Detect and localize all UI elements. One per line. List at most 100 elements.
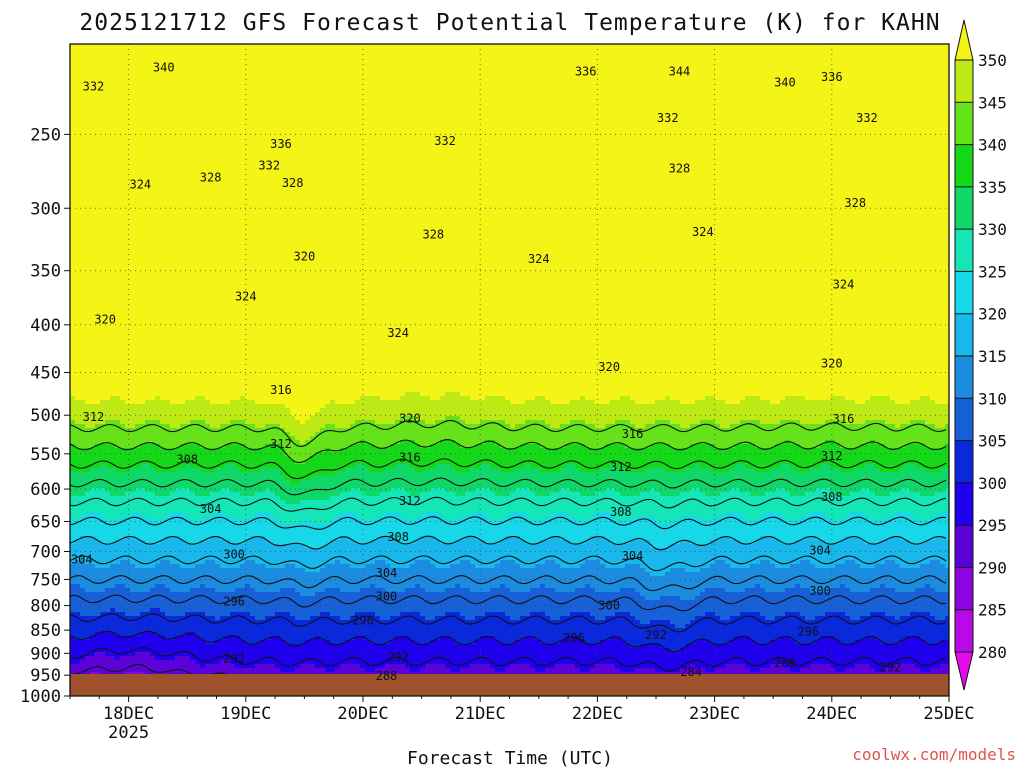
field-cell [70,360,76,365]
field-cell [155,52,161,57]
field-cell [125,584,131,589]
field-cell [165,256,171,261]
field-cell [195,80,201,85]
field-cell [90,584,96,589]
field-cell [115,296,121,301]
field-cell [110,64,116,69]
field-cell [160,496,166,501]
field-cell [125,564,131,569]
field-cell [75,188,81,193]
field-cell [110,124,116,129]
field-cell [75,84,81,89]
field-cell [125,104,131,109]
field-cell [180,384,186,389]
field-cell [190,140,196,145]
field-cell [105,120,111,125]
field-cell [110,600,116,605]
field-cell [95,168,101,173]
field-cell [110,140,116,145]
field-cell [135,336,141,341]
field-cell [205,92,211,97]
field-cell [195,588,201,593]
field-cell [105,356,111,361]
field-cell [130,224,136,229]
field-cell [185,196,191,201]
field-cell [130,388,136,393]
field-cell [130,332,136,337]
field-cell [175,376,181,381]
field-cell [105,492,111,497]
field-cell [200,100,206,105]
field-cell [175,412,181,417]
field-cell [190,320,196,325]
field-cell [215,412,221,417]
field-cell [145,156,151,161]
field-cell [170,84,176,89]
field-cell [220,112,226,117]
field-cell [80,164,86,169]
field-cell [95,668,101,673]
field-cell [135,84,141,89]
field-cell [135,280,141,285]
field-cell [145,492,151,497]
field-cell [125,100,131,105]
field-cell [140,376,146,381]
field-cell [200,104,206,109]
field-cell [100,276,106,281]
field-cell [130,108,136,113]
field-cell [205,248,211,253]
field-cell [195,420,201,425]
field-cell [205,140,211,145]
field-cell [100,328,106,333]
field-cell [145,140,151,145]
field-cell [125,568,131,573]
field-cell [85,388,91,393]
field-cell [140,316,146,321]
field-cell [135,112,141,117]
field-cell [140,464,146,469]
field-cell [190,148,196,153]
field-cell [170,320,176,325]
field-cell [140,280,146,285]
field-cell [170,468,176,473]
field-cell [170,660,176,665]
field-cell [140,568,146,573]
field-cell [185,360,191,365]
field-cell [195,640,201,645]
field-cell [215,392,221,397]
field-cell [150,380,156,385]
field-cell [120,60,126,65]
field-cell [105,468,111,473]
field-cell [150,308,156,313]
field-cell [170,376,176,381]
field-cell [95,544,101,549]
field-cell [215,164,221,169]
field-cell [150,444,156,449]
field-cell [130,128,136,133]
field-cell [120,156,126,161]
field-cell [130,300,136,305]
field-cell [210,108,216,113]
field-cell [150,92,156,97]
field-cell [130,364,136,369]
field-cell [210,288,216,293]
field-cell [120,220,126,225]
field-cell [205,408,211,413]
field-cell [135,640,141,645]
field-cell [165,308,171,313]
field-cell [95,592,101,597]
field-cell [75,516,81,521]
field-cell [175,172,181,177]
field-cell [150,140,156,145]
field-cell [90,252,96,257]
field-cell [135,308,141,313]
field-cell [165,340,171,345]
field-cell [75,608,81,613]
field-cell [215,584,221,589]
field-cell [100,292,106,297]
field-cell [160,252,166,257]
field-cell [140,128,146,133]
field-cell [175,364,181,369]
field-cell [105,472,111,477]
field-cell [75,508,81,513]
